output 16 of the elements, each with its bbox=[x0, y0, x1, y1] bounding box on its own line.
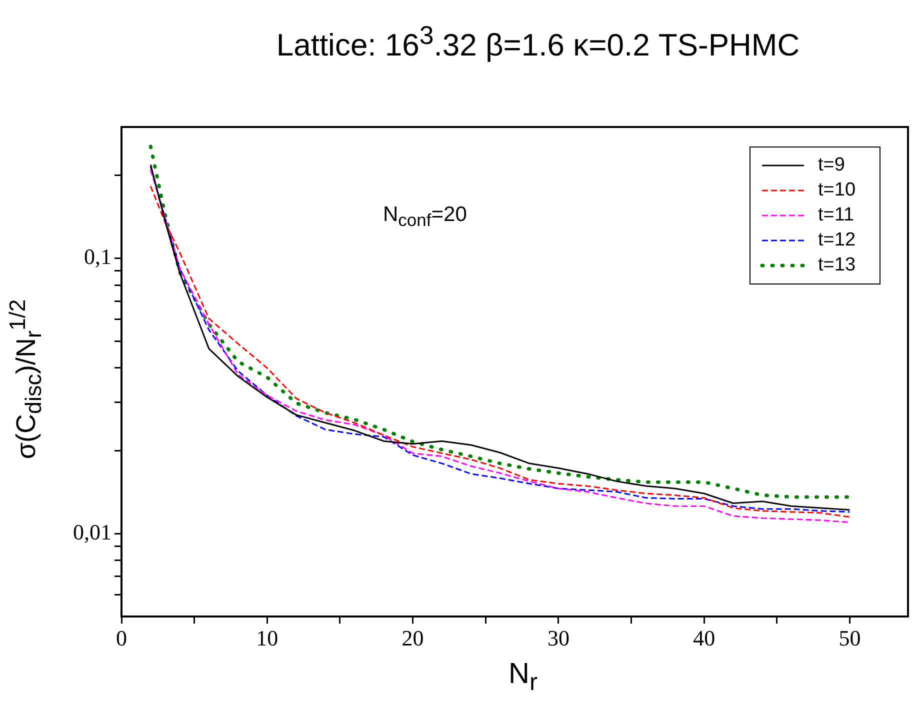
legend-label: t=10 bbox=[818, 180, 856, 201]
x-tick-label: 40 bbox=[693, 626, 716, 651]
annotation: N$_{conf}$=20 bbox=[383, 203, 467, 232]
y-tick-label: 0,1 bbox=[84, 244, 112, 270]
x-tick-label: 0 bbox=[116, 626, 127, 651]
chart-title: Lattice: 16$^{3}$.32 β=1.6 κ=0.2 TS-PHMC bbox=[275, 22, 801, 64]
legend-label: t=12 bbox=[818, 230, 856, 251]
x-tick-label: 30 bbox=[547, 626, 570, 651]
legend-label: t=13 bbox=[818, 254, 856, 276]
x-tick-label: 50 bbox=[838, 626, 861, 651]
x-tick-label: 20 bbox=[402, 626, 424, 651]
x-axis-title: N$_{r}$ bbox=[508, 658, 538, 697]
y-tick-label: 0,01 bbox=[73, 519, 112, 544]
legend-label: t=9 bbox=[818, 154, 845, 176]
x-tick-label: 10 bbox=[256, 626, 278, 651]
legend-label: t=11 bbox=[818, 204, 854, 226]
